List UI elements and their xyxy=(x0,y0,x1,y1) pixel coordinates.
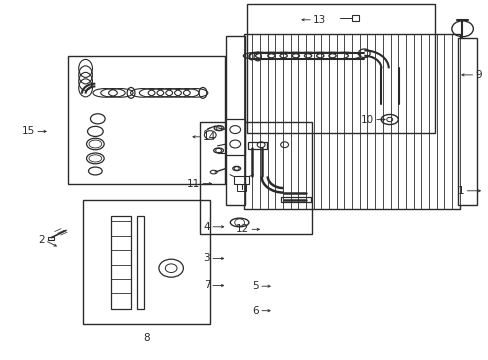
Text: 6: 6 xyxy=(252,306,259,316)
Bar xyxy=(111,216,131,309)
Text: 15: 15 xyxy=(22,126,35,136)
Bar xyxy=(226,36,245,205)
Bar xyxy=(137,216,144,309)
Text: 2: 2 xyxy=(38,235,45,246)
Text: 7: 7 xyxy=(203,280,210,291)
Bar xyxy=(248,142,266,149)
Bar xyxy=(351,15,359,21)
Bar xyxy=(237,184,245,191)
Text: 10: 10 xyxy=(360,114,373,125)
Bar xyxy=(68,56,224,184)
Text: 3: 3 xyxy=(203,253,210,264)
Bar xyxy=(226,119,245,155)
Text: 8: 8 xyxy=(143,333,150,343)
Bar xyxy=(246,4,434,133)
Text: 13: 13 xyxy=(312,15,325,25)
Bar xyxy=(457,38,476,205)
Bar xyxy=(244,34,459,209)
Text: 14: 14 xyxy=(203,132,216,142)
Text: 5: 5 xyxy=(252,281,259,291)
Text: 1: 1 xyxy=(457,186,464,196)
Bar xyxy=(83,200,210,324)
Text: 12: 12 xyxy=(236,224,249,234)
Bar xyxy=(233,176,249,184)
Text: 4: 4 xyxy=(203,222,210,232)
Text: 11: 11 xyxy=(187,179,200,189)
Bar xyxy=(48,237,54,240)
Bar xyxy=(281,197,310,202)
Bar xyxy=(199,122,311,234)
Text: 9: 9 xyxy=(474,70,481,80)
